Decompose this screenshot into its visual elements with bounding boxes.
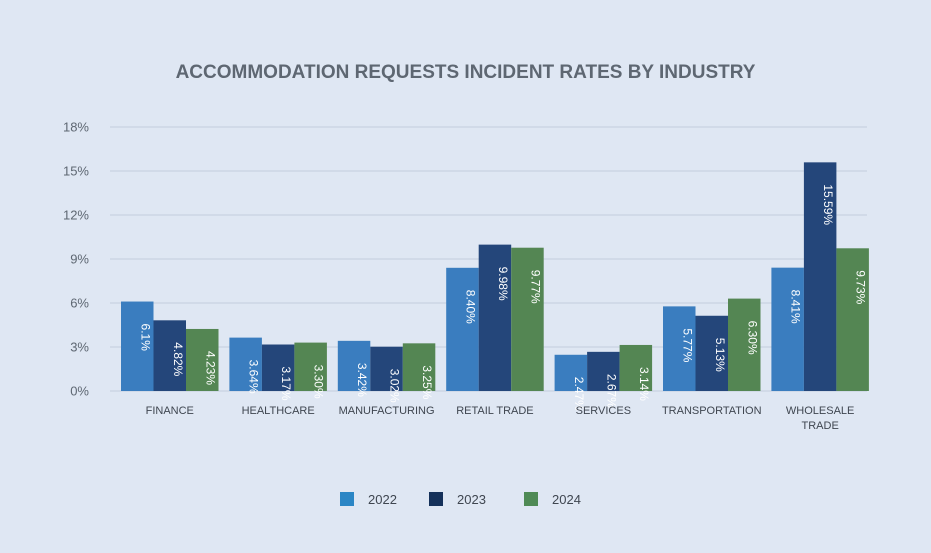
legend-swatch [340, 492, 354, 506]
bar-2024 [402, 343, 436, 391]
y-axis-ticks: 0% 3% 6% 9% 12% 15% 18% [63, 120, 89, 399]
x-category-label: TRADE [802, 420, 839, 432]
bar-2023 [153, 320, 186, 391]
data-label: 15.59% [821, 184, 835, 225]
y-tick-label: 0% [70, 384, 89, 399]
bar-2024 [836, 248, 869, 391]
legend-label: 2022 [368, 492, 397, 507]
legend-item-2022: 2022 [340, 492, 397, 507]
data-label: 9.98% [496, 267, 510, 301]
bar-2022 [663, 306, 696, 391]
data-label: 8.40% [463, 290, 477, 324]
bar-2022 [229, 337, 262, 391]
data-label: 9.73% [854, 270, 868, 304]
data-label: 4.23% [203, 351, 217, 385]
bar-2023 [478, 244, 512, 391]
data-label: 3.17% [279, 367, 293, 401]
data-label: 6.30% [745, 321, 759, 355]
data-labels: 6.1% 4.82% 4.23% 3.64% 3.17% 3.30% 3.42% 3.02% 3… [138, 184, 867, 411]
data-label: 2.67% [604, 374, 618, 408]
x-category-label: WHOLESALE [786, 405, 854, 417]
x-category-label: FINANCE [146, 405, 194, 417]
x-category-label: HEALTHCARE [242, 405, 315, 417]
bar-2022 [446, 267, 479, 391]
data-label: 4.82% [171, 342, 185, 376]
data-label: 3.02% [388, 369, 402, 403]
bar-2024 [728, 298, 761, 391]
legend-item-2024: 2024 [524, 492, 581, 507]
bar-2022 [771, 267, 804, 391]
bar-2024 [619, 344, 653, 391]
bar-2023 [587, 351, 620, 391]
bar-2023 [803, 162, 837, 391]
bar-2024 [186, 328, 219, 391]
legend-swatch [429, 492, 443, 506]
data-label: 3.42% [355, 363, 369, 397]
bar-2024 [294, 342, 327, 391]
y-tick-label: 9% [70, 252, 89, 267]
data-label: 5.77% [680, 328, 694, 362]
data-label: 8.41% [789, 290, 803, 324]
legend-label: 2024 [552, 492, 581, 507]
bar-2023 [370, 346, 403, 391]
x-category-label: RETAIL TRADE [456, 405, 533, 417]
bar-2022 [121, 301, 154, 391]
y-tick-label: 18% [63, 120, 89, 135]
legend-label: 2023 [457, 492, 486, 507]
x-category-label: SERVICES [576, 405, 631, 417]
y-tick-label: 6% [70, 296, 89, 311]
data-label: 6.1% [138, 324, 152, 352]
bar-2022 [554, 354, 588, 391]
bar-2024 [511, 247, 544, 391]
x-category-label: TRANSPORTATION [662, 405, 762, 417]
data-label: 3.30% [312, 365, 326, 399]
data-label: 3.25% [420, 365, 434, 399]
bar-2023 [695, 315, 728, 391]
x-axis-categories: FINANCE HEALTHCARE MANUFACTURING RETAIL TRA… [146, 405, 855, 432]
legend-swatch [524, 492, 538, 506]
x-category-label: MANUFACTURING [339, 405, 435, 417]
y-tick-label: 12% [63, 208, 89, 223]
bar-2023 [261, 344, 295, 391]
y-tick-label: 3% [70, 340, 89, 355]
legend-item-2023: 2023 [429, 492, 486, 507]
data-label: 2.47% [572, 377, 586, 411]
data-label: 9.77% [528, 270, 542, 304]
data-label: 3.64% [247, 360, 261, 394]
data-label: 5.13% [713, 338, 727, 372]
bar-2022 [337, 340, 371, 391]
bars [121, 162, 869, 391]
y-tick-label: 15% [63, 164, 89, 179]
chart-title: ACCOMMODATION REQUESTS INCIDENT RATES BY… [176, 62, 756, 83]
data-label: 3.14% [637, 367, 651, 401]
legend: 2022 2023 2024 [340, 492, 581, 507]
